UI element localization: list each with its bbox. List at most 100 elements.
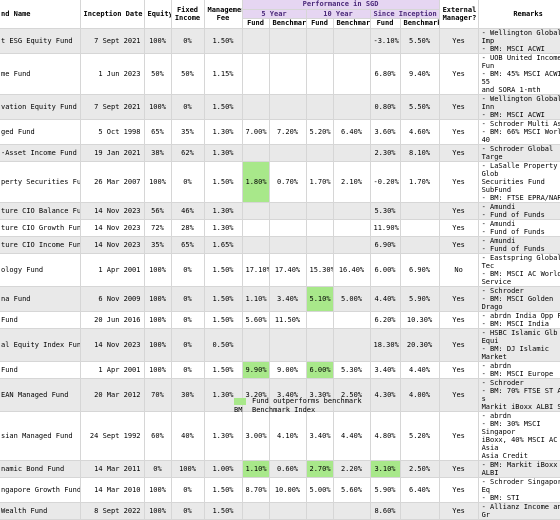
period-10y: 10 Year — [306, 9, 371, 19]
fund-rows: t ESG Equity Fund 7 Sept 2021 100% 0% 1.50% -… — [0, 28, 560, 520]
fund-5y-cell: 3.20% — [242, 378, 270, 412]
inception-cell: 7 Sept 2021 — [80, 94, 145, 120]
col-external-manager: External Manager? — [439, 0, 479, 29]
fund-10y-cell — [306, 28, 334, 54]
benchmark-5y-cell — [269, 502, 307, 520]
benchmark-since-cell: 4.40% — [400, 361, 440, 379]
sub-fund-5y: Fund — [242, 18, 270, 29]
inception-cell: 1 Jun 2023 — [80, 53, 145, 95]
fixed-income-cell: 50% — [171, 53, 205, 95]
fixed-income-cell: 0% — [171, 328, 205, 362]
fund-5y-cell: 8.70% — [242, 477, 270, 503]
inception-cell: 14 Nov 2023 — [80, 328, 145, 362]
table-row: ngapore Growth Fund 14 Mar 2010 100% 0% 1.50… — [0, 477, 560, 503]
external-manager-cell: Yes — [439, 161, 479, 203]
fee-cell: 1.00% — [204, 460, 243, 478]
fixed-income-cell: 0% — [171, 361, 205, 379]
benchmark-10y-cell: 16.40% — [333, 253, 371, 287]
fee-cell: 1.50% — [204, 94, 243, 120]
fund-name-cell: t ESG Equity Fund — [0, 28, 81, 54]
benchmark-10y-cell: 5.00% — [333, 286, 371, 312]
fund-5y-cell: 5.60% — [242, 311, 270, 329]
benchmark-5y-cell: 17.40% — [269, 253, 307, 287]
table-row: na Fund 6 Nov 2009 100% 0% 1.50% 1.10% 3.40% 5.… — [0, 286, 560, 312]
fund-since-cell: 0.80% — [370, 94, 401, 120]
remarks-cell: - Schroder Multi Asset- BM: 66% MSCI Wor… — [478, 119, 560, 145]
legend-outperform: Fund outperforms benchmark — [234, 397, 362, 406]
external-manager-cell: Yes — [439, 477, 479, 503]
fund-5y-cell — [242, 144, 270, 162]
fee-cell: 1.30% — [204, 202, 243, 220]
fund-name-cell: al Equity Index Fund — [0, 328, 81, 362]
fee-cell: 1.30% — [204, 144, 243, 162]
fund-5y-cell — [242, 53, 270, 95]
benchmark-since-cell: 10.30% — [400, 311, 440, 329]
fund-name-cell: ture CIO Income Fund — [0, 236, 81, 254]
external-manager-cell: Yes — [439, 328, 479, 362]
fund-5y-cell — [242, 219, 270, 237]
equity-cell: 100% — [144, 286, 172, 312]
fund-5y-cell — [242, 28, 270, 54]
benchmark-10y-cell: 2.20% — [333, 460, 371, 478]
benchmark-5y-cell — [269, 236, 307, 254]
table-row: Fund 1 Apr 2001 100% 0% 1.50% 9.90% 9.00% 6.00%… — [0, 361, 560, 379]
fee-cell: 1.50% — [204, 161, 243, 203]
sub-fund-10y: Fund — [306, 18, 334, 29]
remarks-cell: - Amundi - Fund of Funds — [478, 236, 560, 254]
inception-cell: 14 Nov 2023 — [80, 236, 145, 254]
fund-since-cell: 2.30% — [370, 144, 401, 162]
external-manager-cell: Yes — [439, 94, 479, 120]
fund-10y-cell — [306, 94, 334, 120]
fund-since-cell: 6.90% — [370, 236, 401, 254]
fund-10y-cell: 5.10% — [306, 286, 334, 312]
equity-cell: 100% — [144, 328, 172, 362]
fixed-income-cell: 0% — [171, 161, 205, 203]
remarks-cell: - abrdn - BM: MSCI Europe — [478, 361, 560, 379]
fixed-income-cell: 0% — [171, 311, 205, 329]
equity-cell: 100% — [144, 161, 172, 203]
fixed-income-cell: 0% — [171, 502, 205, 520]
external-manager-cell: Yes — [439, 219, 479, 237]
fund-10y-cell: 2.70% — [306, 460, 334, 478]
fund-5y-cell — [242, 202, 270, 220]
table-row: al Equity Index Fund 14 Nov 2023 100% 0% 0.5… — [0, 328, 560, 362]
benchmark-10y-cell — [333, 94, 371, 120]
equity-cell: 100% — [144, 361, 172, 379]
fund-since-cell: 3.60% — [370, 119, 401, 145]
fee-cell: 1.50% — [204, 28, 243, 54]
table-row: me Fund 1 Jun 2023 50% 50% 1.15% 6.80% 9.40% Ye… — [0, 53, 560, 95]
remarks-cell: - abrdn India Opp Fund- BM: MSCI India — [478, 311, 560, 329]
external-manager-cell: Yes — [439, 144, 479, 162]
benchmark-5y-cell: 0.70% — [269, 161, 307, 203]
fund-name-cell: perty Securities Fund — [0, 161, 81, 203]
fund-10y-cell — [306, 311, 334, 329]
external-manager-cell: Yes — [439, 202, 479, 220]
benchmark-5y-cell — [269, 28, 307, 54]
fund-since-cell: 8.60% — [370, 502, 401, 520]
fund-name-cell: Fund — [0, 311, 81, 329]
table-row: namic Bond Fund 14 Mar 2011 0% 100% 1.00% 1.1… — [0, 460, 560, 478]
fund-since-cell: 4.40% — [370, 286, 401, 312]
fund-10y-cell: 3.40% — [306, 411, 334, 461]
fund-since-cell: 18.30% — [370, 328, 401, 362]
remarks-cell: - UOB United Income Fun - BM: 45% MSCI AC… — [478, 53, 560, 95]
benchmark-5y-cell: 10.00% — [269, 477, 307, 503]
fixed-income-cell: 0% — [171, 286, 205, 312]
remarks-cell: - Amundi - Fund of Funds — [478, 219, 560, 237]
benchmark-10y-cell: 5.30% — [333, 361, 371, 379]
fund-since-cell: 4.30% — [370, 378, 401, 412]
benchmark-5y-cell — [269, 94, 307, 120]
fund-10y-cell: 6.00% — [306, 361, 334, 379]
fund-name-cell: Fund — [0, 361, 81, 379]
external-manager-cell: Yes — [439, 378, 479, 412]
external-manager-cell: No — [439, 253, 479, 287]
fund-name-cell: sian Managed Fund — [0, 411, 81, 461]
external-manager-cell: Yes — [439, 411, 479, 461]
col-mgmt-fee: Management Fee — [204, 0, 243, 29]
remarks-cell: - Wellington Global Imp - BM: MSCI ACWI — [478, 28, 560, 54]
sub-benchmark-10y: Benchmark — [333, 18, 371, 29]
external-manager-cell: Yes — [439, 311, 479, 329]
equity-cell: 72% — [144, 219, 172, 237]
fund-name-cell: na Fund — [0, 286, 81, 312]
table-row: ology Fund 1 Apr 2001 100% 0% 1.50% 17.10% 17.… — [0, 253, 560, 287]
